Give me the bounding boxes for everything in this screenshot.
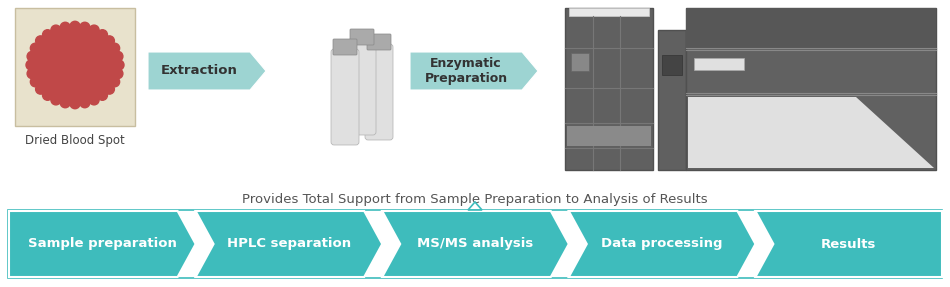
FancyBboxPatch shape — [662, 55, 682, 75]
Polygon shape — [755, 211, 942, 277]
FancyBboxPatch shape — [565, 8, 653, 170]
FancyBboxPatch shape — [331, 49, 359, 145]
Circle shape — [109, 77, 120, 87]
Polygon shape — [688, 97, 934, 168]
Circle shape — [35, 84, 46, 94]
Text: HPLC separation: HPLC separation — [227, 238, 351, 251]
FancyBboxPatch shape — [569, 8, 649, 16]
Text: Results: Results — [821, 238, 877, 251]
Polygon shape — [148, 52, 266, 90]
Text: MS/MS analysis: MS/MS analysis — [417, 238, 534, 251]
FancyBboxPatch shape — [15, 8, 135, 126]
Circle shape — [98, 90, 107, 100]
FancyBboxPatch shape — [686, 8, 936, 170]
Circle shape — [51, 25, 61, 35]
FancyBboxPatch shape — [350, 29, 374, 45]
Circle shape — [43, 30, 52, 40]
Circle shape — [30, 77, 40, 87]
Text: Extraction: Extraction — [161, 65, 238, 77]
Ellipse shape — [33, 27, 117, 103]
Circle shape — [89, 95, 99, 105]
FancyBboxPatch shape — [367, 34, 391, 50]
Text: Enzymatic
Preparation: Enzymatic Preparation — [425, 57, 507, 85]
FancyBboxPatch shape — [365, 44, 393, 140]
Circle shape — [113, 69, 123, 79]
Circle shape — [80, 98, 90, 108]
Circle shape — [104, 36, 114, 46]
Polygon shape — [569, 211, 755, 277]
Text: Data processing: Data processing — [601, 238, 723, 251]
Circle shape — [28, 69, 37, 79]
Circle shape — [70, 21, 80, 31]
FancyBboxPatch shape — [686, 8, 936, 48]
FancyBboxPatch shape — [658, 30, 686, 170]
Circle shape — [51, 95, 61, 105]
FancyBboxPatch shape — [567, 126, 651, 146]
Text: Provides Total Support from Sample Preparation to Analysis of Results: Provides Total Support from Sample Prepa… — [242, 193, 708, 207]
Circle shape — [60, 22, 70, 32]
Circle shape — [80, 22, 90, 32]
Polygon shape — [382, 211, 569, 277]
Text: Dried Blood Spot: Dried Blood Spot — [25, 134, 124, 147]
Polygon shape — [410, 52, 538, 90]
FancyBboxPatch shape — [571, 53, 589, 71]
Circle shape — [89, 25, 99, 35]
Polygon shape — [9, 211, 196, 277]
Circle shape — [70, 99, 80, 109]
Circle shape — [104, 84, 114, 94]
Text: Sample preparation: Sample preparation — [28, 238, 177, 251]
Circle shape — [98, 30, 107, 40]
FancyBboxPatch shape — [348, 39, 376, 135]
Circle shape — [113, 51, 123, 61]
Circle shape — [35, 36, 46, 46]
Circle shape — [30, 43, 40, 53]
Circle shape — [43, 90, 52, 100]
FancyBboxPatch shape — [694, 58, 744, 70]
Circle shape — [26, 60, 36, 70]
Circle shape — [114, 60, 124, 70]
Circle shape — [109, 43, 120, 53]
Circle shape — [60, 98, 70, 108]
Circle shape — [28, 51, 37, 61]
Polygon shape — [196, 211, 382, 277]
FancyBboxPatch shape — [333, 39, 357, 55]
